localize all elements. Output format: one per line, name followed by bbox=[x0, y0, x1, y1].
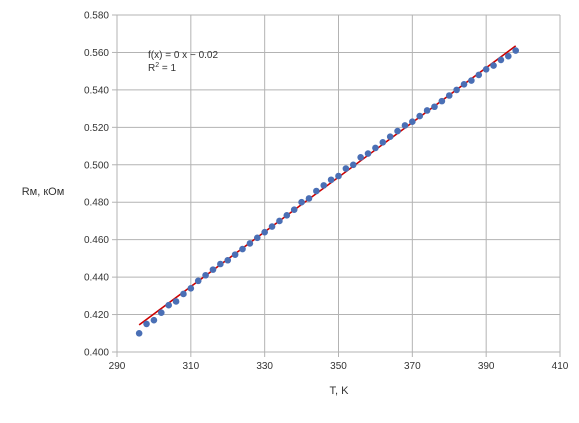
data-point bbox=[409, 118, 416, 126]
data-point bbox=[253, 234, 261, 242]
data-point bbox=[394, 127, 401, 135]
data-point bbox=[276, 217, 283, 225]
y-tick-label: 0.540 bbox=[84, 85, 109, 96]
x-tick-label: 330 bbox=[256, 361, 273, 372]
data-point bbox=[460, 80, 468, 88]
data-point bbox=[453, 86, 460, 94]
data-point bbox=[135, 329, 143, 337]
data-point bbox=[512, 47, 519, 54]
data-point bbox=[143, 320, 150, 328]
data-point bbox=[150, 316, 158, 324]
data-point bbox=[475, 71, 483, 79]
x-tick-label: 410 bbox=[552, 361, 569, 372]
data-point bbox=[298, 198, 305, 206]
x-axis-title: T, K bbox=[330, 385, 350, 397]
y-tick-label: 0.400 bbox=[84, 348, 109, 359]
data-point bbox=[194, 277, 202, 285]
x-tick-label: 310 bbox=[182, 361, 199, 372]
x-tick-label: 350 bbox=[330, 361, 347, 372]
y-tick-label: 0.480 bbox=[84, 198, 109, 209]
annotation-r-squared: R2 = 1 bbox=[148, 62, 177, 74]
y-tick-label: 0.580 bbox=[84, 11, 109, 22]
data-point bbox=[246, 240, 254, 247]
data-point bbox=[438, 97, 446, 105]
y-tick-label: 0.560 bbox=[84, 48, 109, 59]
data-point bbox=[386, 133, 394, 140]
data-point bbox=[342, 165, 350, 172]
data-point bbox=[217, 260, 224, 268]
data-point bbox=[379, 139, 387, 146]
data-point bbox=[431, 103, 438, 111]
data-point bbox=[357, 153, 364, 161]
data-point bbox=[505, 52, 512, 60]
data-point bbox=[335, 172, 342, 180]
data-point bbox=[202, 271, 209, 279]
x-tick-label: 390 bbox=[478, 361, 495, 372]
data-point bbox=[209, 266, 217, 273]
y-axis-title: Rм, кОм bbox=[22, 186, 65, 198]
data-points bbox=[135, 47, 519, 337]
data-point bbox=[231, 251, 239, 258]
data-point bbox=[445, 92, 453, 99]
trendline-group bbox=[138, 45, 517, 326]
grid bbox=[116, 14, 561, 353]
data-point bbox=[261, 228, 268, 236]
data-point bbox=[416, 112, 424, 120]
y-tick-label: 0.460 bbox=[84, 235, 109, 246]
data-point bbox=[180, 290, 187, 298]
data-point bbox=[290, 206, 298, 214]
data-point bbox=[224, 256, 232, 264]
data-point bbox=[482, 65, 490, 73]
data-point bbox=[423, 107, 431, 114]
data-point bbox=[372, 144, 379, 152]
y-tick-label: 0.500 bbox=[84, 160, 109, 171]
data-point bbox=[313, 187, 320, 195]
y-tick-label: 0.440 bbox=[84, 273, 109, 284]
annotation-formula: f(x) = 0 x − 0.02 bbox=[148, 50, 218, 61]
data-point bbox=[490, 62, 497, 69]
data-point bbox=[305, 195, 313, 202]
data-point bbox=[327, 176, 335, 184]
data-point bbox=[283, 212, 291, 219]
tick-labels: 0.400 0.420 0.440 0.460 0.480 0.500 0.520 0.540… bbox=[84, 11, 569, 373]
data-point bbox=[187, 285, 195, 292]
trendline bbox=[138, 45, 517, 326]
axes bbox=[112, 14, 561, 357]
data-point bbox=[158, 309, 165, 316]
y-tick-label: 0.520 bbox=[84, 123, 109, 134]
y-tick-label: 0.420 bbox=[84, 310, 109, 321]
data-point bbox=[268, 223, 276, 230]
x-tick-label: 370 bbox=[404, 361, 421, 372]
x-tick-label: 290 bbox=[109, 361, 126, 372]
data-point bbox=[349, 161, 357, 169]
data-point bbox=[320, 182, 328, 189]
data-point bbox=[401, 122, 409, 129]
data-point bbox=[239, 245, 246, 253]
data-point bbox=[364, 150, 372, 157]
data-point bbox=[165, 301, 172, 309]
data-point bbox=[468, 77, 475, 84]
data-point bbox=[172, 298, 180, 305]
data-point bbox=[497, 56, 505, 64]
